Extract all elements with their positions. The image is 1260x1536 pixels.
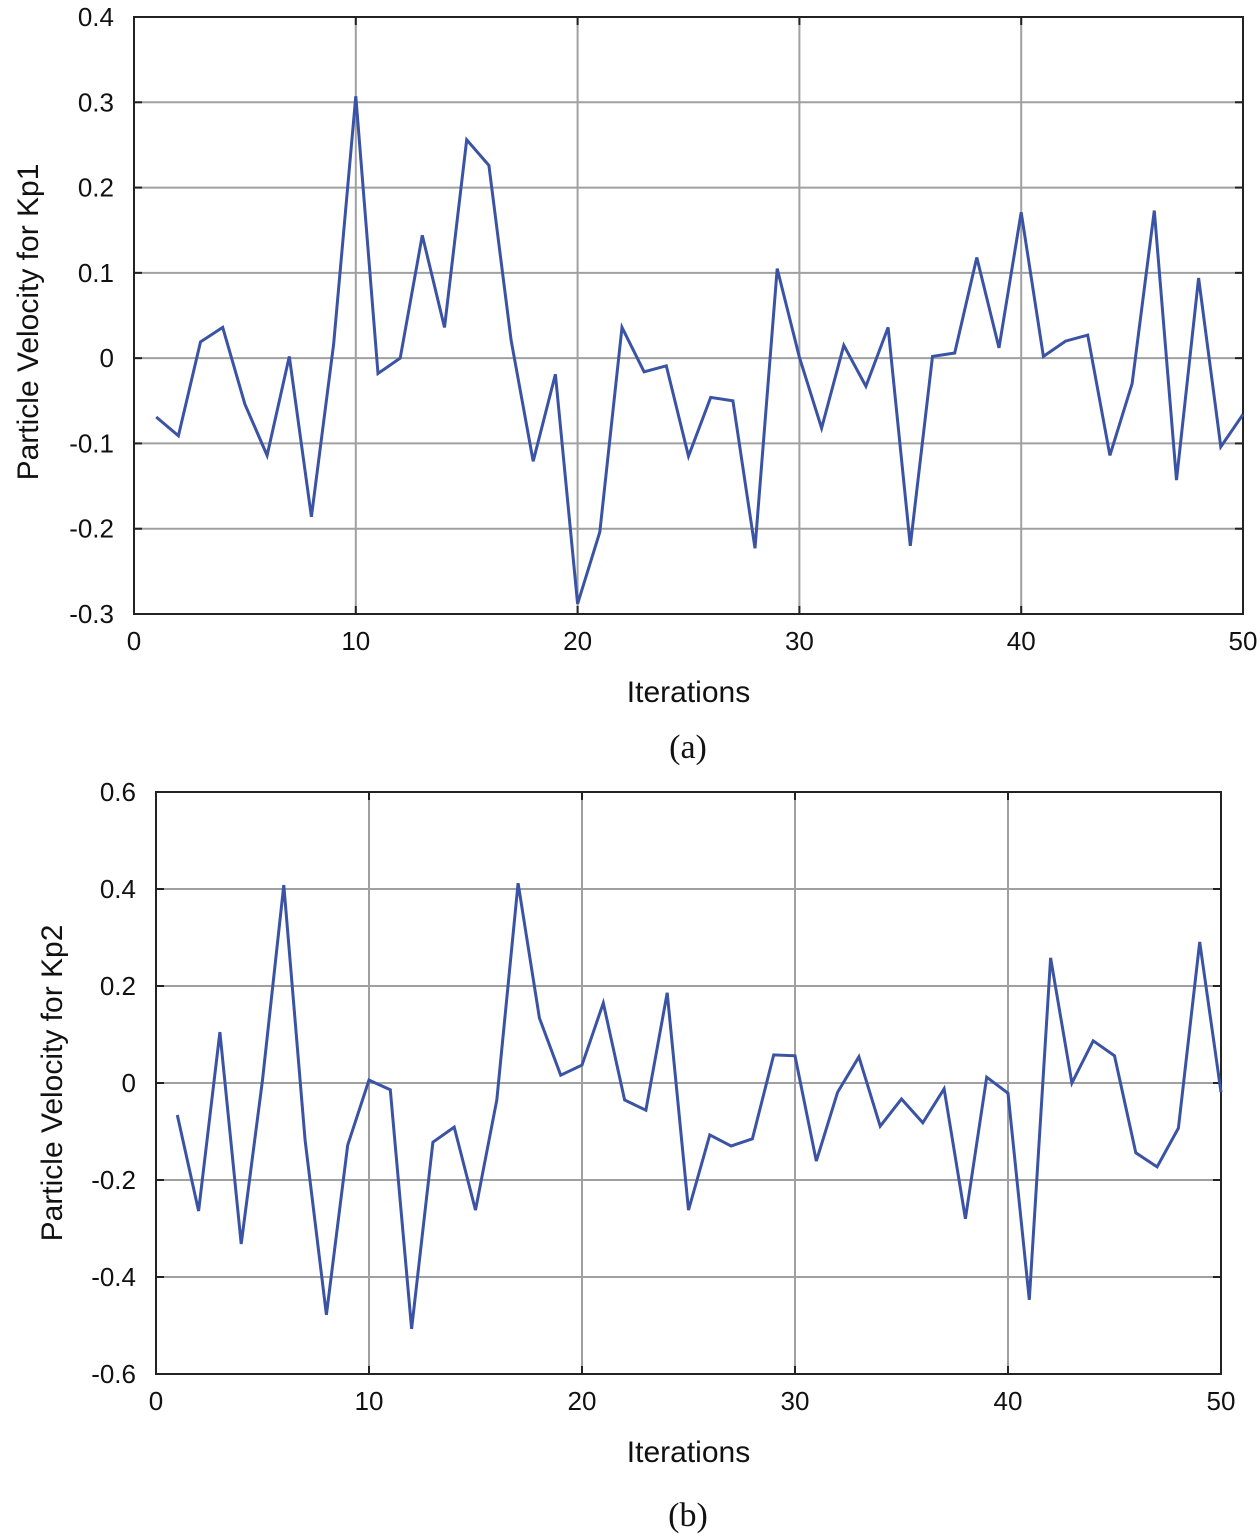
y-tick-label: 0.2: [100, 971, 136, 1001]
x-tick-label: 10: [355, 1386, 384, 1416]
y-tick-label: 0.2: [78, 173, 114, 203]
chart-caption: (a): [669, 729, 707, 766]
y-axis-label: Particle Velocity for Kp2: [36, 925, 69, 1242]
y-tick-label: -0.2: [91, 1165, 136, 1195]
x-axis-label: Iterations: [627, 1436, 750, 1469]
y-tick-label: -0.4: [91, 1262, 136, 1292]
chart-a: 0 10 20 30 40 50 -0.3 -0.2 -0.1 0 0.1 0.2 0.3 0.4 Iter…: [12, 2, 1257, 766]
chart-caption: (b): [668, 1497, 708, 1534]
y-tick-label: 0: [100, 343, 114, 373]
x-axis-label: Iterations: [627, 676, 750, 709]
x-tick-label: 40: [1007, 626, 1036, 656]
x-tick-label: 40: [994, 1386, 1023, 1416]
series-line: [155, 96, 1245, 605]
x-tick-label: 0: [149, 1386, 163, 1416]
x-tick-label: 20: [563, 626, 592, 656]
y-tick-label: 0.1: [78, 258, 114, 288]
y-tick-label: 0.3: [78, 87, 114, 117]
series-line: [175, 882, 1223, 1330]
y-tick-label: 0.4: [78, 2, 114, 32]
x-tick-label: 10: [341, 626, 370, 656]
x-tick-label: 50: [1229, 626, 1258, 656]
x-tick-label: 50: [1207, 1386, 1236, 1416]
y-tick-label: 0.4: [100, 874, 136, 904]
y-tick-label: -0.2: [69, 514, 114, 544]
plot-frame: [133, 16, 1244, 615]
x-tick-label: 0: [127, 626, 141, 656]
y-tick-label: 0: [122, 1068, 136, 1098]
x-tick-label: 30: [785, 626, 814, 656]
y-axis-label: Particle Velocity for Kp1: [12, 164, 45, 481]
y-tick-label: -0.3: [69, 599, 114, 629]
y-tick-label: -0.1: [69, 428, 114, 458]
y-tick-label: -0.6: [91, 1359, 136, 1389]
y-tick-label: 0.6: [100, 777, 136, 807]
chart-b: 0 10 20 30 40 50 -0.6 -0.4 -0.2 0 0.2 0.4 0.6 Iterati…: [36, 777, 1235, 1534]
x-tick-label: 20: [568, 1386, 597, 1416]
x-tick-label: 30: [781, 1386, 810, 1416]
